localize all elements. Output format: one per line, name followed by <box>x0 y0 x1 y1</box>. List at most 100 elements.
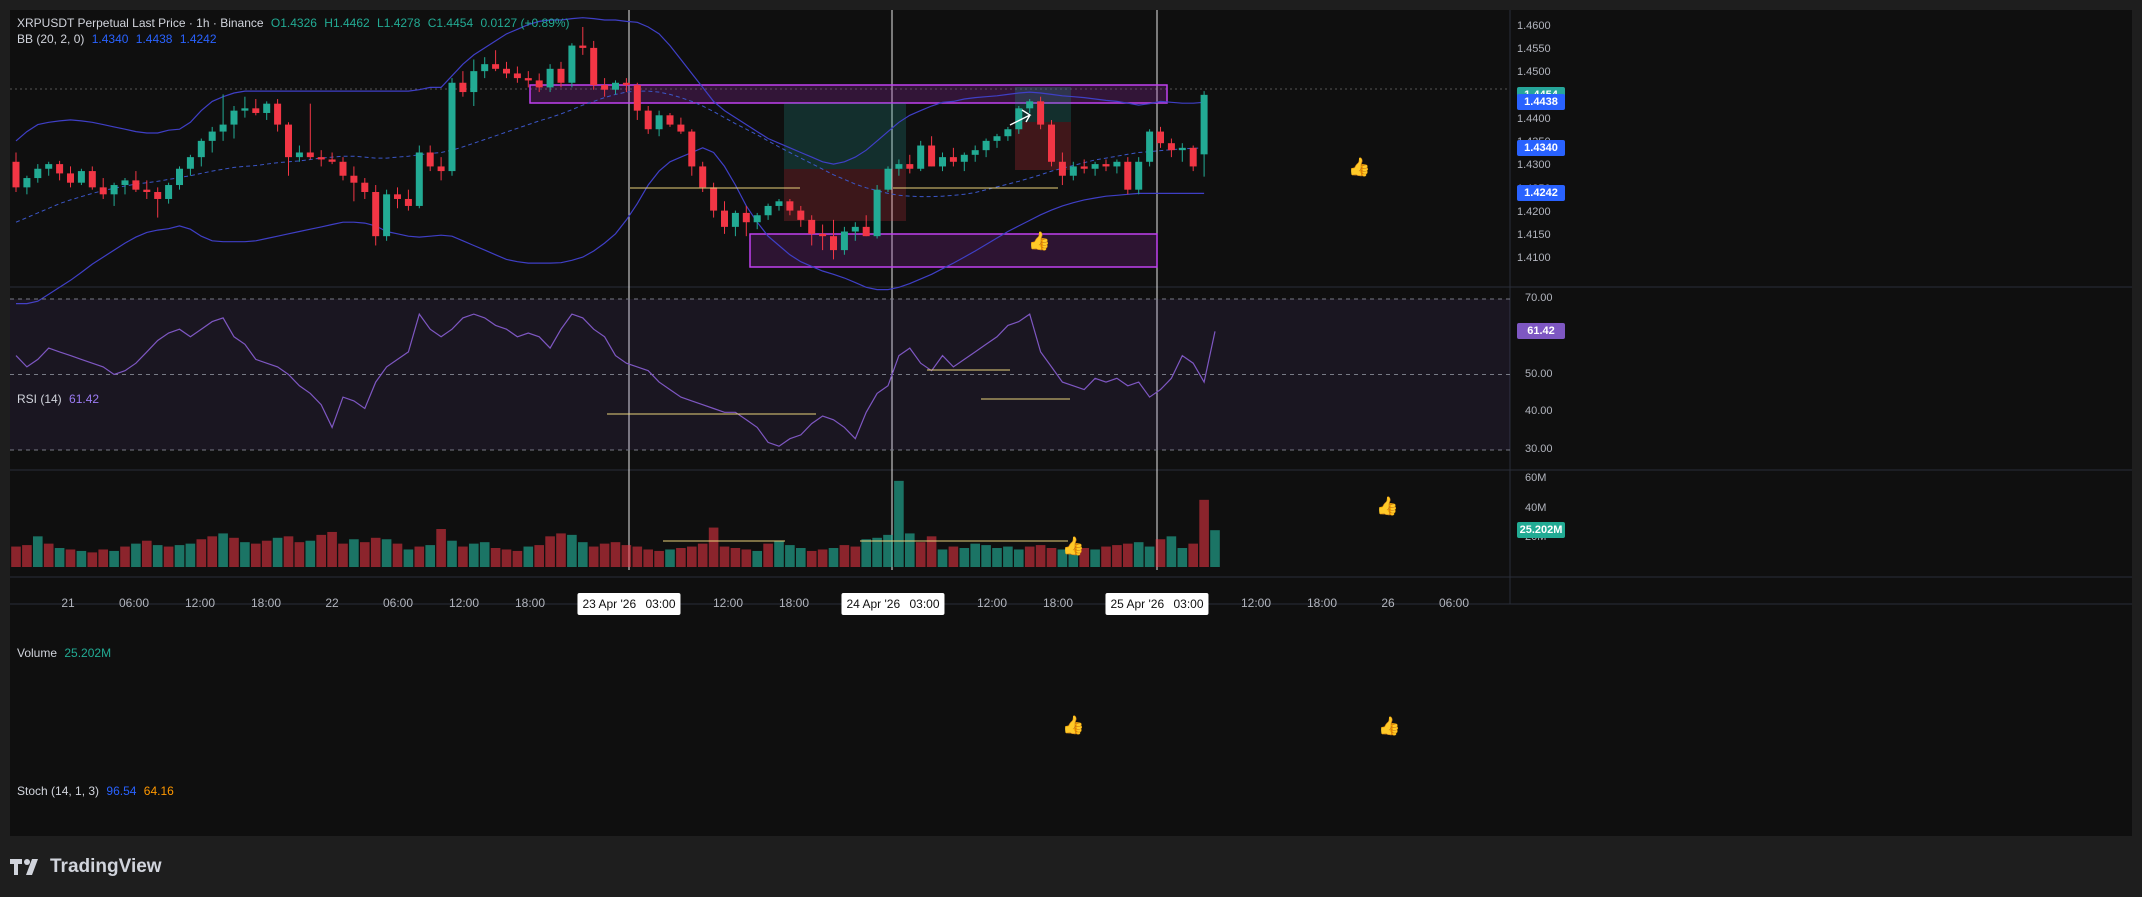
time-tick: 06:00 <box>1438 596 1470 610</box>
volume-bar <box>109 550 119 567</box>
candle-body <box>415 152 423 206</box>
price-tick: 1.4400 <box>1517 112 1551 125</box>
candle-body <box>1200 94 1208 155</box>
candle-body <box>721 210 728 227</box>
candle-body <box>971 150 979 155</box>
volume-bar <box>948 546 959 567</box>
volume-bar <box>316 534 326 567</box>
volume-legend[interactable]: Volume 25.202M <box>17 646 115 660</box>
volume-bar <box>65 549 76 567</box>
rsi-line <box>15 312 1216 447</box>
volume-tick: 60M <box>1525 472 1547 485</box>
candle-body <box>45 164 53 169</box>
volume-bar <box>131 543 141 567</box>
bb-mid-value: 1.4340 <box>91 32 129 46</box>
candle-body <box>906 164 914 169</box>
time-tick: 18:00 <box>1306 596 1338 610</box>
volume-bar <box>490 548 501 567</box>
time-marker-label: 25 Apr '26 03:00 <box>1105 593 1209 615</box>
candle-body <box>470 71 478 93</box>
chart-canvas[interactable] <box>10 10 2132 836</box>
rsi-legend[interactable]: RSI (14) 61.42 <box>17 392 103 406</box>
candle-body <box>928 145 936 167</box>
candle-body <box>1080 166 1088 169</box>
ohlc-close: C1.4454 <box>427 16 474 30</box>
volume-bar <box>883 534 893 567</box>
volume-bar <box>992 548 1002 567</box>
candle-body <box>655 115 663 130</box>
candle-body <box>568 45 576 83</box>
bb-upper-value: 1.4438 <box>135 32 173 46</box>
candle-body <box>524 78 532 81</box>
rsi-tick: 50.00 <box>1525 367 1553 380</box>
volume-bar <box>1079 548 1089 567</box>
volume-bar <box>370 537 381 567</box>
candle-body <box>285 124 292 158</box>
brand-name: TradingView <box>50 856 162 877</box>
rsi-tick: 40.00 <box>1525 405 1553 418</box>
chart-panel[interactable]: XRPUSDT Perpetual Last Price · 1h · Bina… <box>10 10 2132 836</box>
bb-upper-line <box>15 17 1205 165</box>
candle-body <box>110 185 118 195</box>
candle-body <box>742 212 750 223</box>
candle-body <box>939 157 946 167</box>
candle-body <box>361 182 369 192</box>
candle-body <box>394 194 401 199</box>
candle-body <box>165 185 173 199</box>
volume-bar <box>447 540 457 567</box>
volume-bar <box>970 543 980 567</box>
volume-bar <box>327 531 337 567</box>
price-label-tag: 1.4340 <box>1517 139 1565 156</box>
volume-bar <box>839 545 850 567</box>
symbol-title[interactable]: XRPUSDT Perpetual Last Price · 1h · Bina… <box>17 16 264 30</box>
candle-body <box>230 110 238 125</box>
volume-bar <box>1068 546 1079 567</box>
volume-bar <box>545 536 555 567</box>
volume-bar <box>163 546 174 567</box>
stoch-legend[interactable]: Stoch (14, 1, 3) 96.54 64.16 <box>17 784 178 798</box>
candle-body <box>99 187 107 195</box>
time-tick: 12:00 <box>1240 596 1272 610</box>
volume-bar <box>11 546 21 567</box>
volume-tick: 40M <box>1525 501 1547 514</box>
time-marker-hour: 03:00 <box>906 597 940 611</box>
volume-bar <box>414 546 425 567</box>
candle-body <box>306 152 314 158</box>
volume-bar <box>87 552 98 567</box>
bb-legend[interactable]: BB (20, 2, 0) 1.4340 1.4438 1.4242 <box>17 32 221 46</box>
volume-bar <box>763 543 773 567</box>
volume-bar <box>730 548 741 567</box>
candle-body <box>797 210 805 220</box>
volume-label: Volume <box>17 646 58 660</box>
volume-bar <box>1014 549 1024 567</box>
volume-bar <box>305 540 316 567</box>
volume-bar <box>33 536 43 567</box>
candle-body <box>688 131 696 167</box>
time-marker-hour: 03:00 <box>642 597 676 611</box>
volume-bar <box>905 533 915 567</box>
candle-body <box>263 103 271 113</box>
volume-bar <box>501 549 512 567</box>
candle-body <box>492 64 500 69</box>
volume-bar <box>621 545 632 567</box>
candle-body <box>132 180 140 190</box>
price-tick: 1.4100 <box>1517 252 1551 265</box>
candle-body <box>295 152 303 158</box>
volume-bar <box>643 549 653 567</box>
ohlc-open: O1.4326 <box>270 16 317 30</box>
tradingview-logo[interactable]: TradingView <box>10 856 162 878</box>
volume-bar <box>567 534 577 567</box>
volume-bar <box>479 542 490 567</box>
candle-body <box>949 157 957 162</box>
time-tick: 06:00 <box>382 596 414 610</box>
price-tick: 1.4500 <box>1517 66 1551 79</box>
volume-bar <box>218 533 228 567</box>
candle-body <box>1004 129 1012 137</box>
volume-bar <box>676 548 686 567</box>
candle-body <box>176 168 183 186</box>
volume-bar <box>196 539 207 567</box>
volume-bar <box>294 542 305 567</box>
volume-bar <box>1024 546 1035 567</box>
candle-body <box>503 68 510 74</box>
volume-bar <box>425 545 435 567</box>
